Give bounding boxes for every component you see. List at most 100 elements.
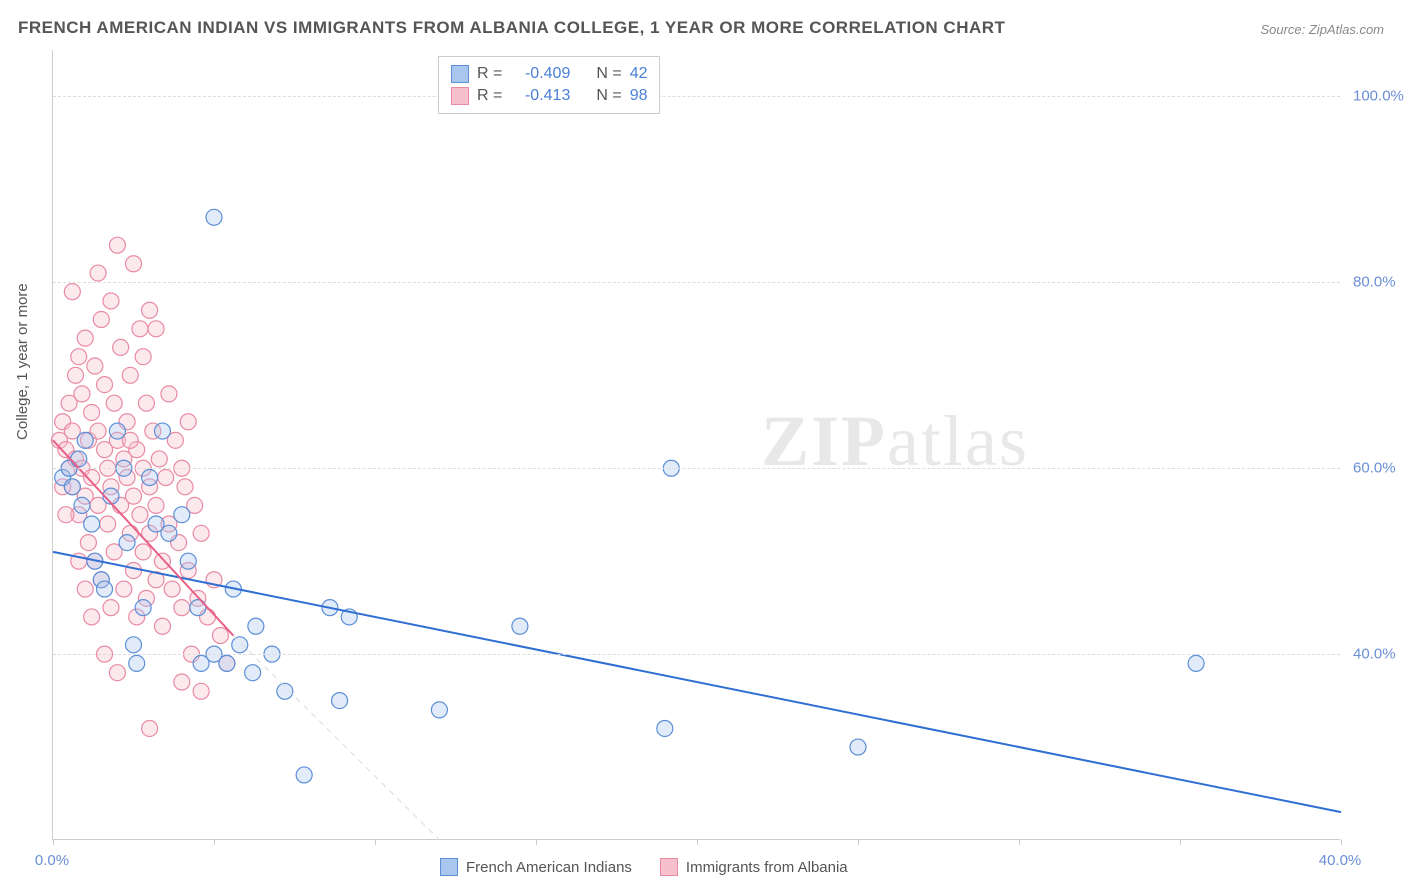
data-point (158, 470, 174, 486)
stats-legend-box: R =-0.409N =42R =-0.413N =98 (438, 56, 660, 114)
data-point (245, 665, 261, 681)
data-point (296, 767, 312, 783)
data-point (657, 720, 673, 736)
data-point (109, 665, 125, 681)
data-point (64, 284, 80, 300)
data-point (126, 637, 142, 653)
data-point (154, 618, 170, 634)
r-label: R = (477, 65, 502, 83)
data-point (93, 312, 109, 328)
x-tick (1019, 839, 1020, 845)
x-tick (858, 839, 859, 845)
data-point (100, 516, 116, 532)
data-point (132, 321, 148, 337)
trend-line (233, 636, 439, 840)
stats-row: R = -0.409 N = 42 (451, 63, 647, 85)
data-point (850, 739, 866, 755)
stats-row: R =-0.413N =98 (451, 85, 647, 107)
data-point (84, 404, 100, 420)
data-point (161, 525, 177, 541)
data-point (174, 674, 190, 690)
data-point (132, 507, 148, 523)
chart-title: FRENCH AMERICAN INDIAN VS IMMIGRANTS FRO… (18, 18, 1005, 38)
data-point (180, 414, 196, 430)
data-point (142, 302, 158, 318)
n-label: N = (596, 65, 621, 83)
data-point (177, 479, 193, 495)
data-point (212, 628, 228, 644)
data-point (80, 535, 96, 551)
data-point (97, 581, 113, 597)
n-value: 42 (630, 65, 648, 83)
data-point (103, 293, 119, 309)
legend-swatch (660, 858, 678, 876)
data-point (126, 256, 142, 272)
data-point (119, 535, 135, 551)
x-tick (1341, 839, 1342, 845)
y-axis-label: College, 1 year or more (14, 283, 31, 440)
data-point (87, 358, 103, 374)
x-tick (1180, 839, 1181, 845)
data-point (248, 618, 264, 634)
x-tick-label: 0.0% (35, 852, 69, 869)
data-point (193, 525, 209, 541)
data-point (116, 581, 132, 597)
data-point (58, 507, 74, 523)
legend-swatch (451, 87, 469, 105)
gridline (53, 654, 1340, 655)
n-label: N = (596, 87, 621, 105)
data-point (193, 683, 209, 699)
data-point (103, 600, 119, 616)
r-value: -0.409 (510, 65, 570, 83)
data-point (148, 497, 164, 513)
data-point (277, 683, 293, 699)
data-point (126, 488, 142, 504)
data-point (109, 237, 125, 253)
data-point (74, 386, 90, 402)
data-point (148, 321, 164, 337)
legend-item: French American Indians (440, 858, 632, 876)
data-point (174, 600, 190, 616)
data-point (74, 497, 90, 513)
data-point (232, 637, 248, 653)
gridline (53, 468, 1340, 469)
data-point (154, 553, 170, 569)
y-tick-label: 60.0% (1353, 460, 1396, 477)
data-point (97, 377, 113, 393)
data-point (154, 423, 170, 439)
data-point (106, 395, 122, 411)
data-point (113, 339, 129, 355)
data-point (135, 544, 151, 560)
data-point (512, 618, 528, 634)
n-value: 98 (630, 87, 648, 105)
scatter-svg (53, 50, 1340, 839)
data-point (138, 395, 154, 411)
y-tick-label: 40.0% (1353, 646, 1396, 663)
x-tick (53, 839, 54, 845)
data-point (151, 451, 167, 467)
data-point (180, 553, 196, 569)
legend-label: French American Indians (466, 859, 632, 876)
data-point (84, 516, 100, 532)
data-point (77, 432, 93, 448)
plot-area: ZIPatlas 40.0%60.0%80.0%100.0% (52, 50, 1340, 840)
data-point (77, 581, 93, 597)
data-point (164, 581, 180, 597)
data-point (206, 209, 222, 225)
data-point (431, 702, 447, 718)
y-tick-label: 100.0% (1353, 88, 1404, 105)
y-tick-label: 80.0% (1353, 274, 1396, 291)
gridline (53, 282, 1340, 283)
legend-swatch (440, 858, 458, 876)
x-tick-label: 40.0% (1319, 852, 1362, 869)
data-point (77, 330, 93, 346)
data-point (90, 265, 106, 281)
data-point (122, 367, 138, 383)
data-point (126, 562, 142, 578)
legend-item: Immigrants from Albania (660, 858, 848, 876)
legend-swatch (451, 65, 469, 83)
source-attribution: Source: ZipAtlas.com (1260, 22, 1384, 37)
bottom-legend: French American Indians Immigrants from A… (440, 858, 848, 876)
data-point (109, 423, 125, 439)
data-point (142, 470, 158, 486)
